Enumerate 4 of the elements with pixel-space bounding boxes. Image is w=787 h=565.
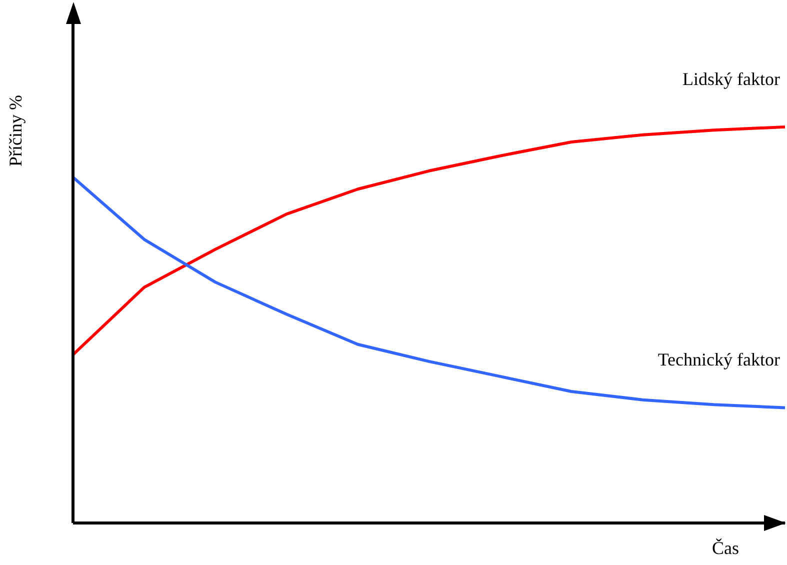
y-axis-title: Příčiny %: [6, 94, 26, 166]
series-label: Technický faktor: [658, 350, 780, 370]
text: Lidský faktor: [682, 68, 780, 89]
x-axis-title: Čas: [712, 538, 739, 559]
